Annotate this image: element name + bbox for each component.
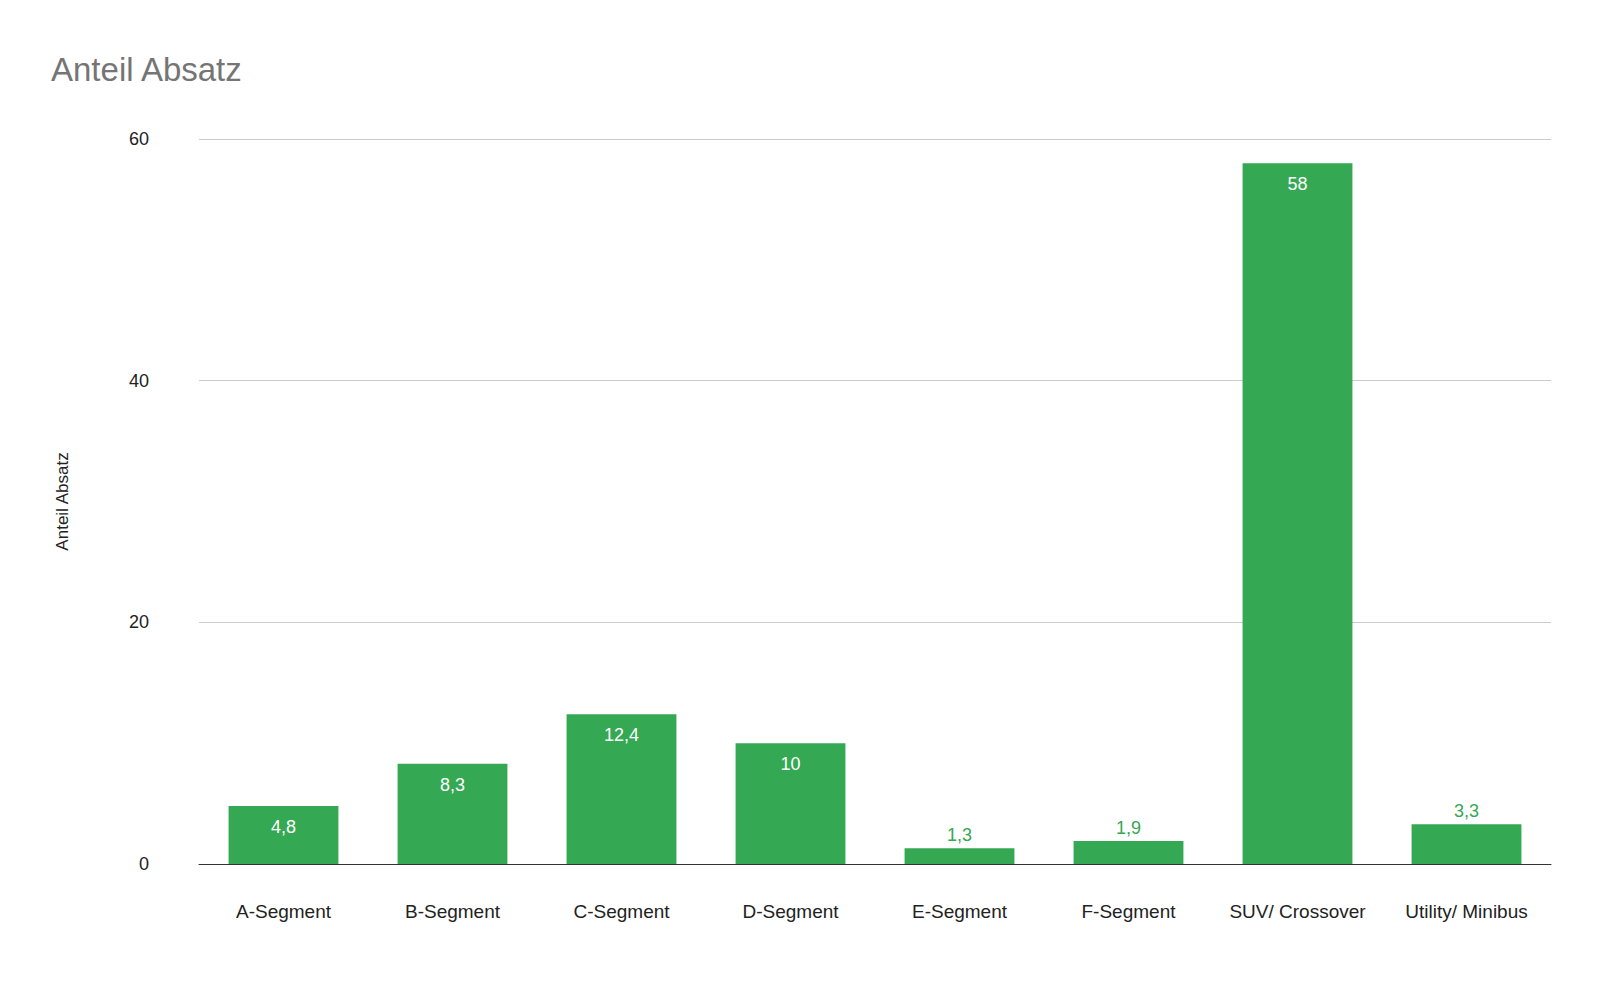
svg-text:4,8: 4,8 bbox=[271, 817, 296, 837]
svg-text:3,3: 3,3 bbox=[1454, 801, 1479, 821]
svg-text:12,4: 12,4 bbox=[604, 725, 639, 745]
svg-text:Anteil Absatz: Anteil Absatz bbox=[51, 51, 242, 88]
svg-text:A-Segment: A-Segment bbox=[236, 901, 332, 922]
svg-text:60: 60 bbox=[129, 129, 149, 149]
svg-text:SUV/ Crossover: SUV/ Crossover bbox=[1229, 901, 1366, 922]
svg-text:D-Segment: D-Segment bbox=[742, 901, 839, 922]
svg-text:C-Segment: C-Segment bbox=[573, 901, 670, 922]
svg-text:40: 40 bbox=[129, 371, 149, 391]
svg-text:20: 20 bbox=[129, 612, 149, 632]
svg-text:0: 0 bbox=[139, 854, 149, 874]
svg-text:1,9: 1,9 bbox=[1116, 818, 1141, 838]
svg-text:Anteil Absatz: Anteil Absatz bbox=[53, 452, 72, 550]
svg-text:8,3: 8,3 bbox=[440, 775, 465, 795]
svg-text:B-Segment: B-Segment bbox=[405, 901, 501, 922]
svg-text:1,3: 1,3 bbox=[947, 825, 972, 845]
svg-text:E-Segment: E-Segment bbox=[912, 901, 1008, 922]
svg-text:58: 58 bbox=[1287, 174, 1307, 194]
svg-text:10: 10 bbox=[780, 754, 800, 774]
svg-text:Utility/ Minibus: Utility/ Minibus bbox=[1405, 901, 1527, 922]
svg-text:F-Segment: F-Segment bbox=[1082, 901, 1177, 922]
